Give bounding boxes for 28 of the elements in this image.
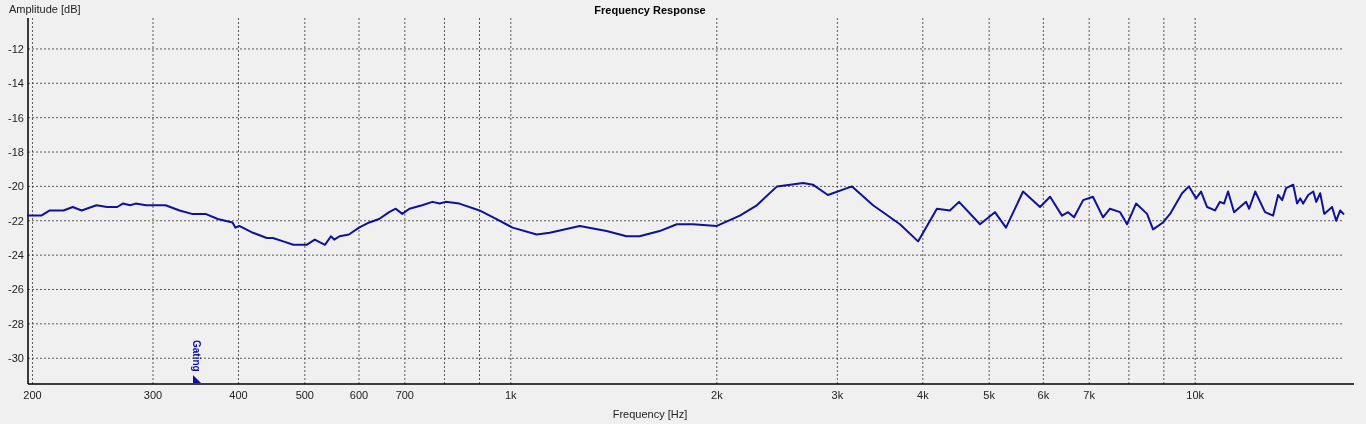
x-tick-label: 10k (1186, 389, 1205, 401)
x-tick-label: 7k (1083, 389, 1096, 401)
y-tick-label: -14 (8, 77, 24, 90)
x-tick-label: 2k (711, 389, 724, 401)
y-tick-label: -16 (8, 111, 24, 124)
x-tick-label: 400 (229, 389, 248, 401)
y-tick-label: -18 (8, 145, 24, 158)
y-tick-label: -24 (8, 248, 24, 261)
y-axis-title: Amplitude [dB] (9, 3, 81, 15)
x-tick-label: 600 (349, 389, 369, 401)
x-tick-label: 1k (505, 389, 518, 401)
y-tick-label: -12 (8, 42, 24, 55)
y-tick-label: -20 (8, 180, 24, 193)
x-tick-label: 300 (143, 389, 163, 401)
x-axis-title: Frequency [Hz] (612, 408, 688, 420)
x-tick-label: 6k (1037, 389, 1050, 401)
annotation: Gating (191, 340, 202, 372)
x-tick-label: 4k (917, 389, 930, 401)
y-tick-label: -22 (8, 214, 24, 227)
y-tick-label: -26 (8, 283, 24, 296)
x-tick-label: 500 (295, 389, 314, 401)
x-tick-label: 5k (983, 389, 996, 401)
x-tick-label: 3k (831, 389, 844, 401)
x-tick-label: 700 (395, 389, 414, 401)
y-tick-label: -28 (8, 317, 24, 330)
chart-title: Frequency Response (594, 4, 706, 16)
x-tick-label: 200 (23, 389, 42, 401)
y-tick-label: -30 (8, 352, 24, 365)
